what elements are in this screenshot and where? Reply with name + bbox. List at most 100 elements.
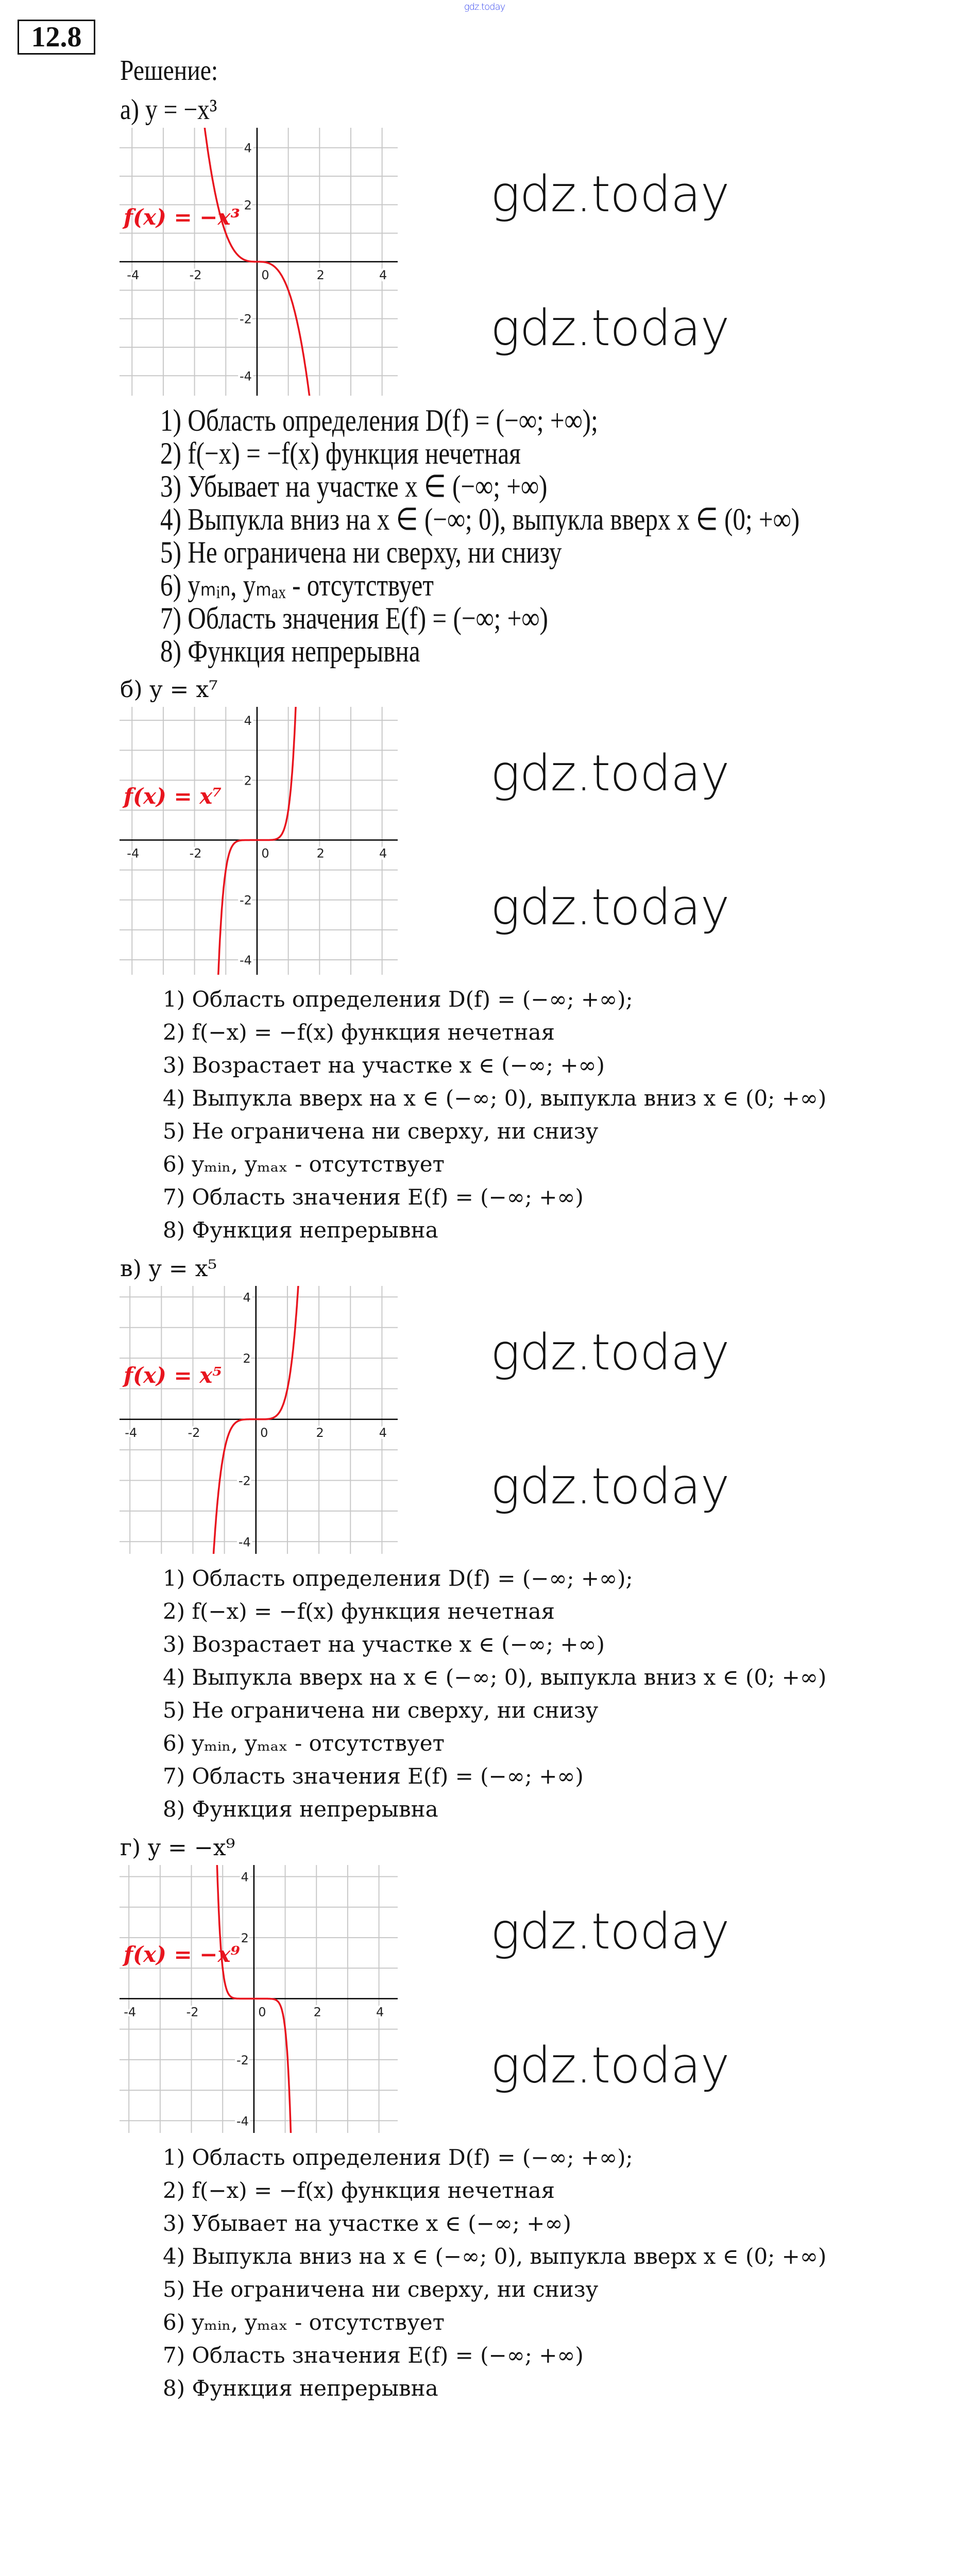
y-tick-label: -4 — [240, 369, 252, 383]
properties-list-a: 1) Область определения D(f) = (−∞; +∞); … — [160, 404, 823, 668]
chart-row-c: -4 -2 0 2 4 -4 -2 2 4 f(x) = x⁵ gdz.today gdz.to… — [120, 1286, 969, 1554]
y-tick-label: -2 — [240, 312, 252, 327]
y-tick-label: -2 — [239, 1474, 251, 1488]
chart-d-function-label: f(x) = −x⁹ — [124, 1942, 240, 1967]
list-item: 4) Выпукла вверх на x ∈ (−∞; 0), выпукла… — [163, 1086, 827, 1111]
x-tick-label: 2 — [317, 846, 325, 861]
watermark: gdz.today — [464, 2, 506, 12]
function-curve — [212, 1286, 299, 1554]
x-tick-label: 2 — [314, 2005, 321, 2019]
list-item: 3) Убывает на участке x ∈ (−∞; +∞) — [160, 469, 548, 503]
watermark-column: gdz.today gdz.today — [490, 707, 729, 975]
list-item: 7) Область значения E(f) = (−∞; +∞) — [160, 601, 548, 635]
list-item: 8) Функция непрерывна — [163, 1217, 438, 1243]
x-tick-label: 2 — [317, 268, 325, 282]
list-item: 8) Функция непрерывна — [163, 2376, 438, 2401]
x-tick-label: -4 — [127, 268, 139, 282]
x-tick-label: -4 — [125, 1426, 137, 1440]
properties-list-b: 1) Область определения D(f) = (−∞; +∞); … — [163, 983, 969, 1247]
y-tick-label: -2 — [240, 893, 252, 908]
list-item: 2) f(−x) = −f(x) функция нечетная — [163, 1020, 555, 1045]
part-d: г) y = −x⁹ -4 -2 0 2 4 -4 -2 2 4 f(x) = −x⁹ gdz.… — [0, 1833, 969, 2405]
watermark-column: gdz.today gdz.today — [490, 1286, 729, 1554]
list-item: 8) Функция непрерывна — [163, 1797, 438, 1822]
part-b-title: б) y = x⁷ — [120, 676, 218, 703]
x-tick-label: -4 — [124, 2005, 136, 2019]
function-curve — [216, 1865, 292, 2133]
y-tick-label: 2 — [244, 198, 252, 212]
properties-list-c: 1) Область определения D(f) = (−∞; +∞); … — [163, 1562, 969, 1826]
list-item: 7) Область значения E(f) = (−∞; +∞) — [163, 1184, 584, 1210]
list-item: 5) Не ограничена ни сверху, ни снизу — [163, 1118, 599, 1144]
y-tick-label: 4 — [243, 1290, 251, 1304]
x-tick-label: 0 — [261, 268, 269, 282]
y-tick-label: -4 — [236, 2114, 249, 2128]
x-tick-label: -2 — [186, 2005, 199, 2019]
list-item: 4) Выпукла вниз на x ∈ (−∞; 0), выпукла … — [163, 2244, 827, 2269]
x-tick-label: 2 — [316, 1426, 324, 1440]
chart-svg: -4 -2 0 2 4 -4 -2 2 4 — [120, 707, 398, 975]
list-item: 2) f(−x) = −f(x) функция нечетная — [160, 436, 521, 470]
watermark-column: gdz.today gdz.today — [490, 128, 729, 396]
solution-label: Решение: — [120, 55, 218, 87]
x-tick-label: 4 — [379, 1426, 387, 1440]
watermark: gdz.today — [490, 299, 729, 358]
list-item: 6) yₘᵢₙ, yₘₐₓ - отсутствует — [163, 1731, 445, 1756]
chart-part-b: -4 -2 0 2 4 -4 -2 2 4 f(x) = x⁷ — [120, 707, 398, 975]
chart-row-d: -4 -2 0 2 4 -4 -2 2 4 f(x) = −x⁹ gdz.today gdz.t… — [120, 1865, 969, 2133]
list-item: 2) f(−x) = −f(x) функция нечетная — [163, 2178, 555, 2203]
list-item: 7) Область значения E(f) = (−∞; +∞) — [163, 2343, 584, 2368]
properties-list-d: 1) Область определения D(f) = (−∞; +∞); … — [163, 2141, 969, 2405]
chart-svg: -4 -2 0 2 4 -4 -2 2 4 — [120, 1286, 398, 1554]
list-item: 4) Выпукла вниз на x ∈ (−∞; 0), выпукла … — [160, 502, 800, 536]
list-item: 1) Область определения D(f) = (−∞; +∞); — [160, 403, 598, 437]
watermark: gdz.today — [490, 2037, 729, 2095]
list-item: 6) yₘᵢₙ, yₘₐₓ - отсутствует — [163, 2310, 445, 2335]
chart-part-c: -4 -2 0 2 4 -4 -2 2 4 f(x) = x⁵ — [120, 1286, 398, 1554]
chart-a-function-label: f(x) = −x³ — [124, 205, 240, 230]
part-c: в) y = x⁵ -4 -2 0 2 4 -4 -2 2 4 f(x) = x⁵ gdz.to… — [0, 1254, 969, 1826]
chart-svg: -4 -2 0 2 4 -4 -2 2 4 — [120, 1865, 398, 2133]
list-item: 1) Область определения D(f) = (−∞; +∞); — [163, 2145, 633, 2170]
x-tick-label: 4 — [379, 846, 387, 861]
list-item: 6) yₘᵢₙ, yₘₐₓ - отсутствует — [160, 568, 434, 602]
y-tick-label: 4 — [244, 141, 252, 156]
list-item: 8) Функция непрерывна — [160, 634, 420, 668]
y-tick-label: 2 — [243, 1351, 251, 1366]
chart-row-a: -4 -2 0 2 4 -4 -2 2 4 f(x) = −x³ gdz.today gdz.t… — [120, 128, 969, 396]
chart-b-function-label: f(x) = x⁷ — [124, 784, 222, 809]
watermark: gdz.today — [490, 165, 729, 224]
y-tick-label: 4 — [244, 714, 252, 728]
list-item: 7) Область значения E(f) = (−∞; +∞) — [163, 1764, 584, 1789]
chart-part-d: -4 -2 0 2 4 -4 -2 2 4 f(x) = −x⁹ — [120, 1865, 398, 2133]
list-item: 5) Не ограничена ни сверху, ни снизу — [163, 1698, 599, 1723]
watermark: gdz.today — [490, 1903, 729, 1961]
list-item: 5) Не ограничена ни сверху, ни снизу — [163, 2277, 599, 2302]
y-tick-label: -2 — [236, 2053, 249, 2067]
y-tick-label: -4 — [239, 1535, 251, 1549]
task-number-box: 12.8 — [18, 20, 95, 55]
x-tick-label: 0 — [261, 846, 269, 861]
x-tick-label: 4 — [379, 268, 387, 282]
list-item: 4) Выпукла вверх на x ∈ (−∞; 0), выпукла… — [163, 1665, 827, 1690]
function-curve — [203, 128, 311, 396]
function-curve — [217, 707, 297, 975]
part-a-title: а) y = −x³ — [120, 94, 217, 126]
y-tick-label: 2 — [241, 1931, 249, 1945]
list-item: 1) Область определения D(f) = (−∞; +∞); — [163, 1566, 633, 1591]
y-tick-label: 4 — [241, 1870, 249, 1885]
x-tick-label: -4 — [127, 846, 139, 861]
y-tick-label: 2 — [244, 773, 252, 788]
part-c-title: в) y = x⁵ — [120, 1256, 217, 1282]
x-tick-label: 4 — [376, 2005, 384, 2019]
chart-part-a: -4 -2 0 2 4 -4 -2 2 4 f(x) = −x³ — [120, 128, 398, 396]
x-tick-label: 0 — [260, 1426, 268, 1440]
x-tick-label: 0 — [258, 2005, 266, 2019]
list-item: 1) Область определения D(f) = (−∞; +∞); — [163, 987, 633, 1012]
top-watermark-row: gdz.today — [0, 0, 969, 13]
part-d-title: г) y = −x⁹ — [120, 1835, 235, 1861]
watermark: gdz.today — [490, 744, 729, 803]
x-tick-label: -2 — [190, 846, 202, 861]
watermark-column: gdz.today gdz.today — [490, 1865, 729, 2133]
watermark: gdz.today — [490, 1324, 729, 1382]
